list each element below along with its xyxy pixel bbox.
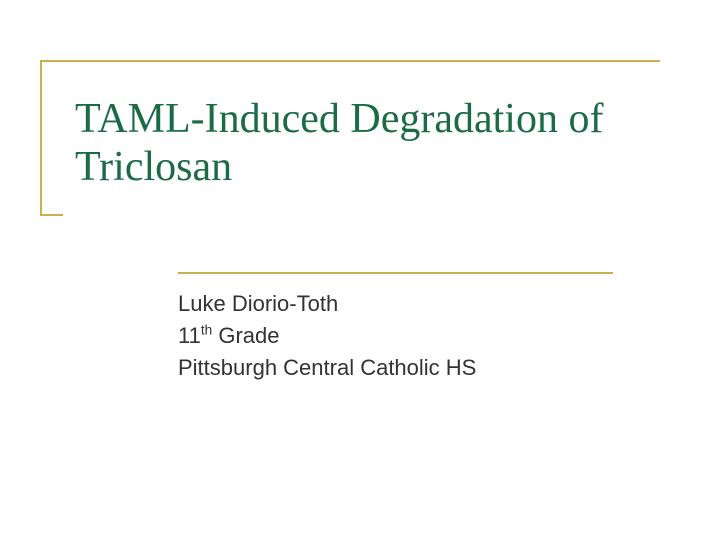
- author-name: Luke Diorio-Toth: [178, 288, 476, 320]
- grade-suffix: th: [201, 323, 212, 338]
- decorative-border-top: [40, 60, 660, 62]
- school-name: Pittsburgh Central Catholic HS: [178, 352, 476, 384]
- subtitle-block: Luke Diorio-Toth 11th Grade Pittsburgh C…: [178, 288, 476, 384]
- decorative-border-bottom-notch: [40, 214, 63, 216]
- grade-word: Grade: [212, 323, 279, 348]
- grade-line: 11th Grade: [178, 320, 476, 352]
- subtitle-divider-line: [178, 272, 613, 274]
- decorative-border-left: [40, 60, 42, 216]
- grade-number: 11: [178, 323, 201, 348]
- slide-title: TAML-Induced Degradation of Triclosan: [75, 95, 720, 192]
